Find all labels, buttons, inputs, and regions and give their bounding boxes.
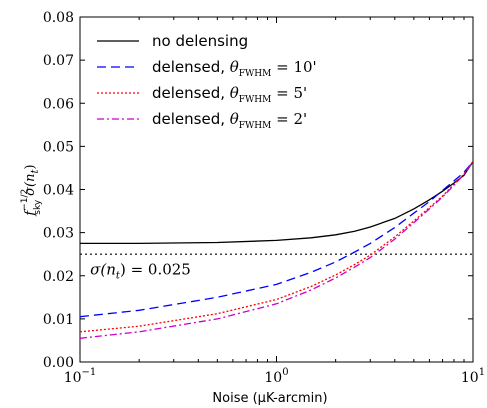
y-tick-label: 0.06 (43, 96, 74, 112)
x-tick-label: 101 (461, 367, 485, 386)
legend-label-2: delensed, θFWHM = 5' (152, 84, 307, 105)
y-tick-label: 0.02 (43, 269, 74, 285)
plot-frame (79, 16, 474, 363)
series-line-1 (80, 161, 473, 318)
y-tick-label: 0.07 (43, 53, 74, 69)
y-tick-label: 0.03 (43, 226, 74, 242)
y-tick-label: 0.05 (43, 139, 74, 155)
series-line-0 (80, 161, 473, 245)
y-tick-label: 0.04 (43, 183, 74, 199)
annotation-text: σ(nt) = 0.025 (90, 260, 191, 281)
series-line-3 (80, 161, 473, 339)
x-tick-label: 10−1 (64, 367, 97, 386)
legend-label-0: no delensing (152, 32, 248, 50)
x-tick-label: 100 (264, 367, 288, 386)
plot-area (79, 16, 474, 363)
x-axis-title: Noise (μK-arcmin) (212, 391, 327, 406)
y-axis-title: f−1/2 skyσ(nt) (20, 164, 43, 216)
x-axis: 10−1 100 101 (64, 17, 485, 386)
y-tick-label: 0.00 (43, 355, 74, 371)
y-tick-label: 0.08 (43, 10, 74, 26)
reference-annotation: σ(nt) = 0.025 (90, 260, 191, 281)
legend: no delensing delensed, θFWHM = 10' delense… (97, 32, 317, 131)
y-tick-label: 0.01 (43, 312, 74, 328)
y-axis: 0.00 0.01 0.02 0.03 0.04 0.05 0.06 0.07 0.08 (43, 10, 473, 371)
legend-label-1: delensed, θFWHM = 10' (152, 58, 317, 79)
legend-label-3: delensed, θFWHM = 2' (152, 110, 307, 131)
